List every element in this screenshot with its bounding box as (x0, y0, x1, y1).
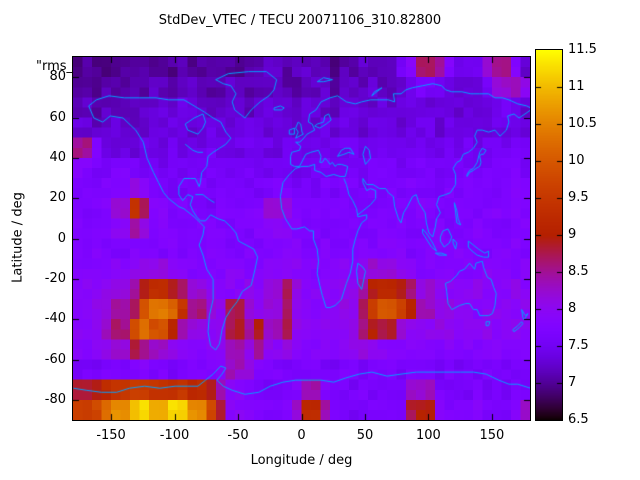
colorbar-tick-label: 9 (568, 227, 577, 242)
colorbar-tick-label: 7.5 (568, 338, 589, 353)
colorbar-tick-label: 11 (568, 79, 585, 94)
plot-title: StdDev_VTEC / TECU 20071106_310.82800 (158, 13, 442, 28)
y-tick-label: 80 (49, 69, 66, 85)
plot-border (72, 56, 531, 421)
colorbar-tick-label: 6.5 (568, 412, 589, 427)
y-tick-label: 20 (49, 190, 66, 206)
colorbar-tick-label: 9.5 (568, 190, 589, 205)
coastline-canvas (73, 57, 530, 420)
y-tick-label: 60 (49, 109, 66, 125)
y-tick-label: -20 (44, 270, 66, 286)
y-tick-label: -40 (44, 311, 66, 327)
y-tick-label: 40 (49, 149, 66, 165)
y-tick-label: -60 (44, 351, 66, 367)
colorbar-tick-label: 11.5 (568, 42, 597, 57)
x-tick-label: -50 (227, 428, 249, 443)
x-tick-label: -100 (159, 428, 190, 443)
y-tick-label: 0 (57, 230, 66, 246)
x-axis-title: Longitude / deg (250, 453, 353, 468)
colorbar-tick-label: 10 (568, 153, 585, 168)
x-tick-label: 100 (416, 428, 441, 443)
colorbar-tick-label: 8 (568, 301, 577, 316)
y-axis-title: Latitude / deg (10, 192, 26, 283)
x-tick-label: -150 (96, 428, 126, 443)
x-tick-label: 50 (356, 428, 374, 443)
rms-overlay-label: "rms_ (36, 59, 74, 74)
colorbar-canvas (536, 50, 562, 420)
colorbar-border (535, 49, 563, 421)
colorbar-tick-label: 8.5 (568, 264, 589, 279)
colorbar-tick-label: 7 (568, 375, 577, 390)
y-tick-label: -80 (44, 391, 66, 407)
x-tick-label: 150 (479, 428, 505, 443)
colorbar-tick-label: 10.5 (568, 116, 597, 131)
x-tick-label: 0 (297, 428, 306, 443)
